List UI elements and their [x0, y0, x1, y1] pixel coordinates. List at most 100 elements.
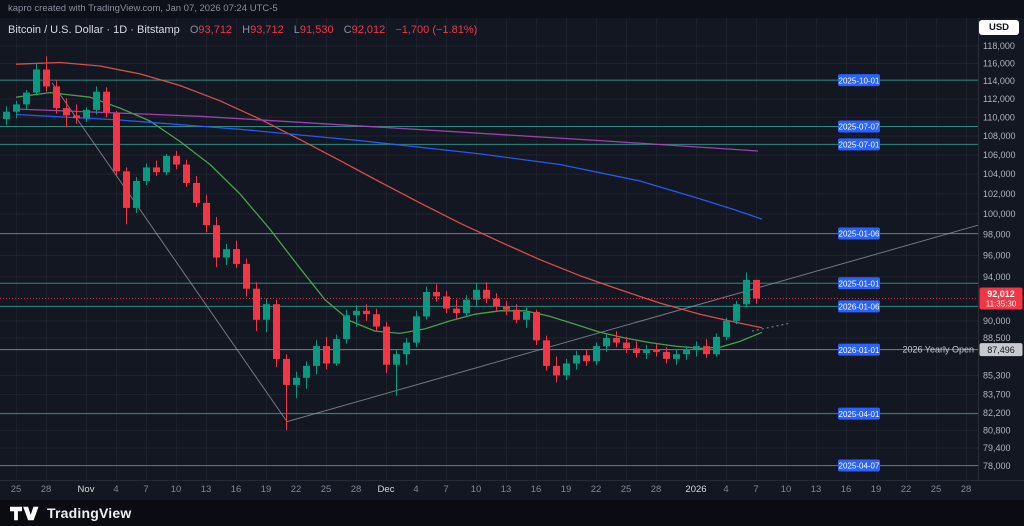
candle: [133, 181, 140, 208]
candle: [113, 112, 120, 172]
candle: [273, 304, 280, 359]
anchored-date-badges: 2025-10-01 2025-07-07 2025-07-01 2025-01-06…: [838, 74, 880, 472]
price-tick-label: 112,000: [983, 94, 1015, 104]
ohlc-high-value: 93,712: [250, 24, 284, 36]
time-tick-label: 28: [40, 484, 52, 495]
candle: [553, 365, 560, 376]
price-tick-label: 106,000: [983, 150, 1016, 160]
svg-text:2025-07-01: 2025-07-01: [839, 141, 880, 150]
candle: [623, 342, 630, 349]
time-tick-label: 13: [810, 484, 822, 495]
ohlc-low-value: 91,530: [299, 24, 334, 36]
candle: [293, 377, 300, 385]
candle: [413, 316, 420, 343]
svg-text:2025-07-07: 2025-07-07: [839, 123, 880, 132]
candle: [103, 91, 110, 113]
time-tick-label: 25: [930, 484, 942, 495]
candle: [653, 349, 660, 352]
grid: [0, 18, 978, 480]
symbol-title[interactable]: Bitcoin / U.S. Dollar · 1D · Bitstamp: [8, 24, 180, 36]
candle: [753, 279, 760, 299]
svg-text:2025-10-01: 2025-10-01: [839, 76, 880, 85]
ohlc-low-label: L: [293, 24, 300, 36]
candle: [53, 86, 60, 109]
svg-text:2025-04-01: 2025-04-01: [839, 410, 880, 419]
price-tick-label: 94,000: [983, 272, 1011, 282]
candle: [303, 365, 310, 378]
candle: [673, 354, 680, 359]
price-tick-label: 78,000: [983, 461, 1011, 471]
price-tick-label: 96,000: [983, 250, 1011, 260]
date-badge: [838, 227, 880, 240]
time-tick-label: 4: [723, 484, 729, 495]
time-tick-label: Dec: [377, 484, 395, 495]
attribution-text: kapro created with TradingView.com, Jan …: [8, 3, 278, 14]
candlestick-series[interactable]: [3, 56, 760, 431]
time-tick-label: 2026: [685, 484, 707, 495]
candle: [693, 346, 700, 350]
candle: [663, 351, 670, 359]
time-tick-label: 25: [10, 484, 22, 495]
candle: [733, 304, 740, 321]
candle: [703, 346, 710, 355]
attribution-bar: kapro created with TradingView.com, Jan …: [0, 0, 1024, 18]
yearly-open-label: 2026 Yearly Open: [902, 345, 974, 355]
time-tick-label: 28: [960, 484, 972, 495]
candle: [333, 339, 340, 364]
candle: [73, 115, 80, 119]
candle: [353, 310, 360, 316]
time-tick-label: 16: [230, 484, 242, 495]
candle: [23, 92, 30, 105]
ohlc-close-label: C: [343, 24, 352, 36]
horizontal-level-lines[interactable]: [0, 79, 978, 466]
time-tick-label: 28: [350, 484, 362, 495]
candle: [583, 355, 590, 362]
candle: [283, 358, 290, 385]
chart-header: Bitcoin / U.S. Dollar · 1D · Bitstamp O9…: [8, 24, 477, 36]
candle: [633, 348, 640, 353]
date-badge: [838, 138, 880, 151]
candle: [93, 91, 100, 110]
price-scale[interactable]: 118,000 116,000 114,000 112,000 110,000 108,0…: [983, 41, 1016, 471]
bar-countdown: 11:35:30: [986, 300, 1017, 309]
candle: [253, 288, 260, 320]
price-tick-label: 110,000: [983, 112, 1015, 122]
price-tick-label: 102,000: [983, 189, 1016, 199]
svg-text:87,496: 87,496: [987, 345, 1015, 355]
price-tick-label: 108,000: [983, 131, 1016, 141]
chart-canvas[interactable]: 118,000 116,000 114,000 112,000 110,000 108,0…: [0, 18, 1024, 480]
time-tick-label: 16: [530, 484, 542, 495]
chart-area[interactable]: Bitcoin / U.S. Dollar · 1D · Bitstamp O9…: [0, 18, 1024, 480]
candle: [363, 310, 370, 315]
candle: [433, 292, 440, 297]
trendlines[interactable]: [51, 82, 979, 423]
tradingview-logo-icon[interactable]: [10, 506, 40, 521]
currency-toggle-button[interactable]: USD: [979, 20, 1019, 35]
date-badge: [838, 343, 880, 356]
candle: [523, 312, 530, 320]
candle: [13, 104, 20, 112]
price-tick-label: 118,000: [983, 41, 1015, 51]
brand-name[interactable]: TradingView: [47, 505, 132, 521]
date-badge: [838, 74, 880, 87]
time-tick-label: 22: [590, 484, 602, 495]
change-value: −1,700 (−1.81%): [395, 24, 478, 36]
time-tick-label: 7: [753, 484, 759, 495]
candle: [323, 346, 330, 364]
moving-average-lines[interactable]: [15, 61, 763, 350]
candle: [123, 171, 130, 208]
candle: [383, 326, 390, 365]
svg-text:2025-01-01: 2025-01-01: [839, 280, 880, 289]
candle: [313, 346, 320, 366]
candle: [613, 338, 620, 343]
time-axis[interactable]: 25 28 Nov 4 7 10 13 16 19 22 25 28 Dec 4 7 10 13 16 19 22 25…: [0, 480, 1024, 500]
time-tick-label: 10: [780, 484, 792, 495]
candle: [533, 312, 540, 341]
candle: [443, 296, 450, 309]
time-tick-label: 4: [413, 484, 419, 495]
candle: [603, 338, 610, 347]
candle: [63, 108, 70, 116]
price-tick-label: 116,000: [983, 58, 1015, 68]
time-tick-label: 25: [620, 484, 632, 495]
